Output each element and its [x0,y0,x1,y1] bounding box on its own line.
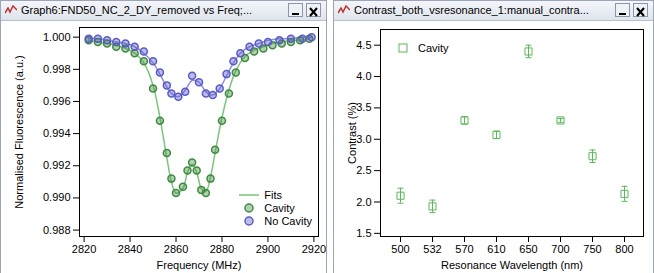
svg-text:0.996: 0.996 [43,95,71,107]
svg-text:4.0: 4.0 [356,70,371,82]
svg-text:3.5: 3.5 [356,101,371,113]
svg-text:500: 500 [391,243,409,255]
svg-text:650: 650 [519,243,537,255]
html-text:Contrast_both_vsresonance_1:ma: Contrast_both_vsresonance_1:manual_contr… [354,4,589,16]
svg-text:2840: 2840 [118,243,142,255]
html-text:Cavity: Cavity [418,41,449,54]
svg-text:570: 570 [455,243,473,255]
svg-text:532: 532 [423,243,441,255]
svg-text:0.988: 0.988 [43,224,71,236]
svg-text:0.998: 0.998 [43,63,71,75]
svg-text:800: 800 [615,243,633,255]
svg-text:700: 700 [551,243,569,255]
html-text:Cavity: Cavity [264,201,295,214]
svg-text:0.994: 0.994 [43,127,71,139]
svg-text:0.992: 0.992 [43,159,71,171]
html-text:No Cavity: No Cavity [264,214,312,227]
svg-text:2920: 2920 [302,243,326,255]
svg-text:750: 750 [583,243,601,255]
svg-text:3.0: 3.0 [356,133,371,145]
svg-text:Frequency (MHz): Frequency (MHz) [157,259,242,271]
svg-text:2900: 2900 [256,243,280,255]
svg-text:Resonance Wavelength (nm): Resonance Wavelength (nm) [441,259,583,271]
svg-text:Normalised Fluorescence (a.u.): Normalised Fluorescence (a.u.) [13,55,25,208]
svg-text:1.000: 1.000 [43,31,71,43]
svg-text:2880: 2880 [210,243,234,255]
html-text:Graph6:FND50_NC_2_DY_removed v: Graph6:FND50_NC_2_DY_removed vs Freq;... [21,4,253,16]
svg-text:Contrast (%): Contrast (%) [346,102,358,164]
svg-text:1.5: 1.5 [356,227,371,239]
svg-text:2.5: 2.5 [356,164,371,176]
svg-text:610: 610 [487,243,505,255]
html-text:Fits: Fits [264,188,282,201]
svg-text:2.0: 2.0 [356,196,371,208]
svg-text:4.5: 4.5 [356,39,371,51]
svg-text:2820: 2820 [72,243,96,255]
svg-text:0.990: 0.990 [43,191,71,203]
svg-text:2860: 2860 [164,243,188,255]
